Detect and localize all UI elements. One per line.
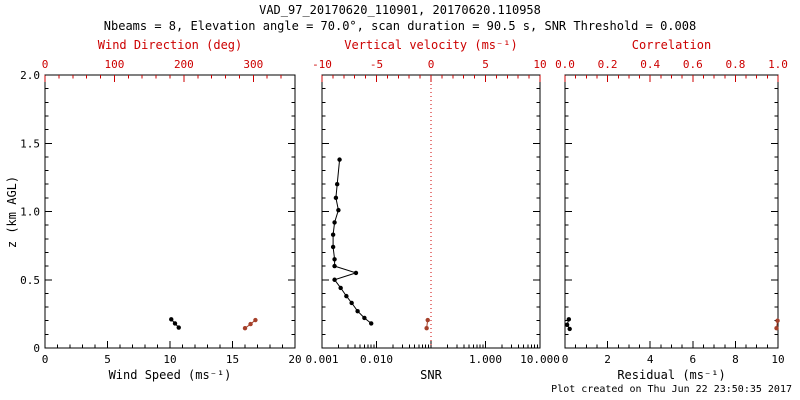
svg-text:15: 15 [226, 353, 239, 366]
figure-subtitle: Nbeams = 8, Elevation angle = 70.0°, sca… [103, 19, 697, 33]
svg-text:5: 5 [482, 58, 489, 71]
panel-residual: 0 2 4 6 8 10 0.0 0.2 0.4 0.6 0.8 1.0 [555, 58, 788, 366]
svg-text:-5: -5 [370, 58, 383, 71]
svg-text:0: 0 [562, 353, 569, 366]
svg-text:0.5: 0.5 [20, 274, 40, 287]
svg-text:1.0: 1.0 [768, 58, 788, 71]
svg-text:4: 4 [647, 353, 654, 366]
svg-text:300: 300 [243, 58, 263, 71]
svg-text:6: 6 [689, 353, 696, 366]
svg-text:0.001: 0.001 [305, 353, 338, 366]
svg-text:0: 0 [42, 353, 49, 366]
svg-text:-10: -10 [312, 58, 332, 71]
svg-text:5: 5 [104, 353, 111, 366]
svg-text:0.010: 0.010 [360, 353, 393, 366]
series-snr-profile [330, 157, 374, 326]
series-vertical-velocity [424, 317, 430, 331]
svg-text:0: 0 [428, 58, 435, 71]
plot-created-timestamp: Plot created on Thu Jun 22 23:50:35 2017 [551, 384, 792, 395]
panel-snr: 0.001 0.010 1.000 10.000 -10 -5 0 5 10 [305, 58, 559, 366]
series-correlation [774, 318, 780, 331]
wind-direction-axis-label: Wind Direction (deg) [97, 38, 243, 52]
vertical-velocity-axis-label: Vertical velocity (ms⁻¹) [344, 38, 518, 52]
svg-text:0.2: 0.2 [598, 58, 618, 71]
svg-text:2.0: 2.0 [20, 69, 40, 82]
svg-text:20: 20 [288, 353, 301, 366]
svg-text:0.6: 0.6 [683, 58, 703, 71]
svg-text:0: 0 [33, 342, 40, 355]
svg-text:1.0: 1.0 [20, 206, 40, 219]
svg-text:0.4: 0.4 [640, 58, 660, 71]
snr-axis-label: SNR [420, 368, 442, 382]
series-wind-direction [242, 317, 258, 331]
residual-axis-label: Residual (ms⁻¹) [617, 368, 726, 382]
svg-text:0.0: 0.0 [555, 58, 575, 71]
svg-text:10: 10 [163, 353, 176, 366]
svg-text:100: 100 [105, 58, 125, 71]
series-wind-speed [169, 317, 181, 330]
svg-text:0.8: 0.8 [725, 58, 745, 71]
svg-text:0: 0 [42, 58, 49, 71]
svg-text:10: 10 [771, 353, 784, 366]
page-title: VAD_97_20170620_110901, 20170620.110958 [259, 3, 541, 17]
svg-text:10.000: 10.000 [520, 353, 560, 366]
series-residual [564, 317, 572, 332]
svg-text:8: 8 [732, 353, 739, 366]
wind-speed-axis-label: Wind Speed (ms⁻¹) [108, 368, 232, 382]
svg-text:10: 10 [533, 58, 546, 71]
svg-text:2: 2 [604, 353, 611, 366]
svg-text:200: 200 [174, 58, 194, 71]
correlation-axis-label: Correlation [631, 38, 712, 52]
svg-text:1.000: 1.000 [469, 353, 502, 366]
svg-text:1.5: 1.5 [20, 137, 40, 150]
